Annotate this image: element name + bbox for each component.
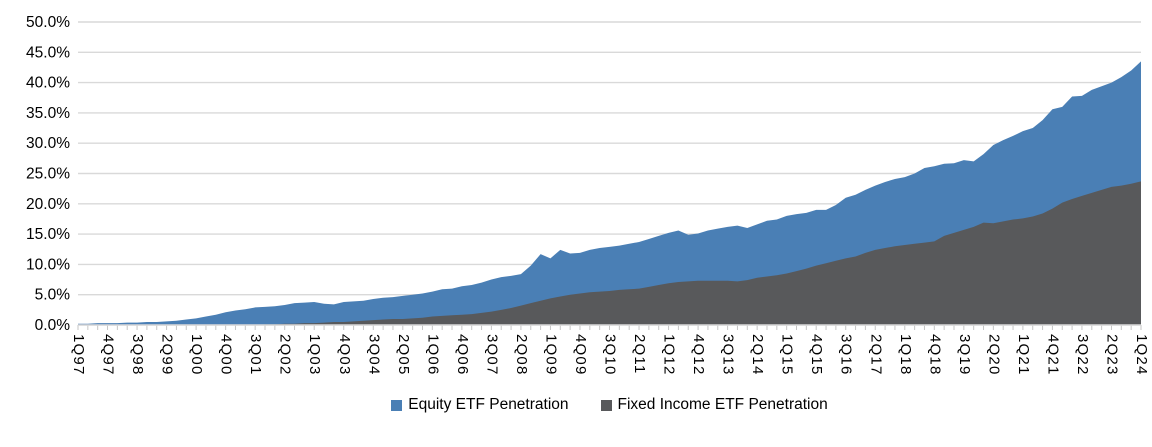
x-axis-tick-label: 4Q97 (100, 334, 117, 376)
x-axis-tick-label: 3Q16 (838, 334, 855, 376)
y-axis-tick-label: 40.0% (26, 75, 70, 92)
y-axis-tick-label: 20.0% (26, 196, 70, 213)
y-axis-tick-label: 35.0% (26, 105, 70, 122)
x-axis-tick-label: 4Q03 (336, 334, 353, 376)
x-axis-tick-label: 2Q08 (513, 334, 530, 376)
y-axis-tick-label: 0.0% (35, 317, 71, 334)
x-axis-tick-label: 2Q23 (1103, 334, 1120, 376)
chart-legend: Equity ETF Penetration Fixed Income ETF … (78, 396, 1141, 414)
x-axis-tick-label: 2Q14 (749, 334, 766, 376)
x-axis-tick-label: 3Q98 (129, 334, 146, 376)
x-axis-tick-label: 1Q06 (424, 334, 441, 376)
x-axis-tick-label: 3Q10 (602, 334, 619, 376)
x-axis-tick-label: 3Q13 (720, 334, 737, 376)
x-axis-tick-label: 1Q97 (70, 334, 87, 376)
x-axis-tick-label: 2Q11 (631, 334, 648, 374)
equity-legend-swatch-icon (391, 399, 403, 411)
x-axis-tick-label: 3Q01 (247, 334, 264, 376)
x-axis-tick-label: 2Q20 (985, 334, 1002, 376)
y-axis-tick-label: 10.0% (26, 256, 70, 273)
legend-item-fixed-income: Fixed Income ETF Penetration (600, 396, 828, 414)
x-axis-tick-label: 1Q21 (1015, 334, 1032, 376)
x-axis-tick-label: 4Q09 (572, 334, 589, 376)
x-axis-tick-label: 4Q15 (808, 334, 825, 376)
x-axis-tick-label: 4Q21 (1044, 334, 1061, 376)
y-axis-tick-label: 25.0% (26, 166, 70, 183)
fixed-income-area-series (78, 181, 1141, 325)
x-axis-tick-label: 3Q19 (956, 334, 973, 376)
x-axis-tick-label: 1Q09 (542, 334, 559, 376)
x-axis-tick-label: 1Q15 (779, 334, 796, 376)
y-axis-tick-label: 15.0% (26, 226, 70, 243)
x-axis-tick-label: 1Q24 (1133, 334, 1150, 376)
x-axis-tick-label: 4Q12 (690, 334, 707, 376)
legend-label-fixed-income: Fixed Income ETF Penetration (617, 396, 828, 413)
x-axis-tick-label: 3Q04 (365, 334, 382, 376)
y-axis-tick-label: 30.0% (26, 135, 70, 152)
y-axis-tick-label: 5.0% (35, 287, 71, 304)
x-axis-tick-label: 3Q07 (483, 334, 500, 376)
legend-item-equity: Equity ETF Penetration (391, 396, 569, 414)
y-axis-tick-label: 50.0% (26, 14, 70, 31)
chart-plot-area: 0.0% 5.0% 10.0% 15.0% 20.0% 25.0% 30.0% 35.0% 40… (26, 14, 1150, 376)
x-axis-tick-label: 3Q22 (1074, 334, 1091, 376)
x-axis-tick-label: 2Q02 (277, 334, 294, 376)
x-axis-tick-label: 4Q18 (926, 334, 943, 376)
x-axis-tick-label: 4Q00 (218, 334, 235, 376)
x-axis-tick-label: 1Q03 (306, 334, 323, 376)
x-axis-tick-label: 4Q06 (454, 334, 471, 376)
x-axis-tick-label: 1Q18 (897, 334, 914, 376)
legend-label-equity: Equity ETF Penetration (408, 396, 569, 413)
fixed-income-legend-swatch-icon (600, 399, 612, 411)
x-axis-tick-label: 1Q00 (188, 334, 205, 376)
x-axis-tick-label: 1Q12 (661, 334, 678, 376)
y-axis-tick-label: 45.0% (26, 44, 70, 61)
x-axis-tick-label: 2Q99 (159, 334, 176, 376)
x-axis-tick-label: 2Q17 (867, 334, 884, 376)
x-axis-tick-label: 2Q05 (395, 334, 412, 376)
